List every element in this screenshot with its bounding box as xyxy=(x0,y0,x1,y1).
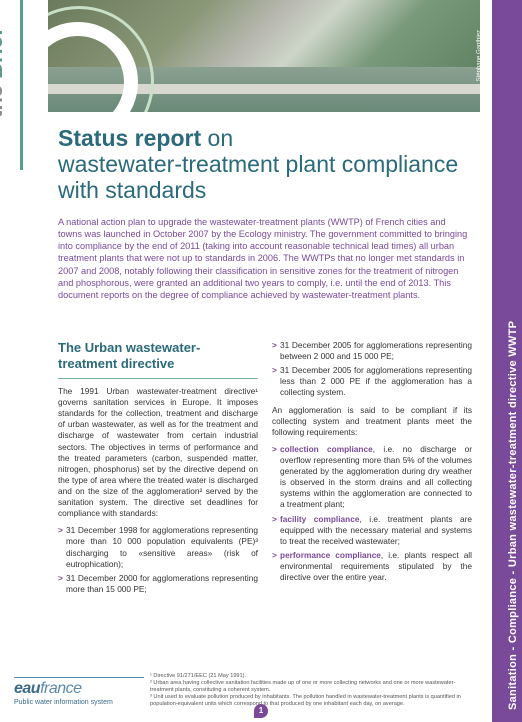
deadline-item: 31 December 1998 for agglomerations repr… xyxy=(58,525,258,569)
page-title: Status report on wastewater-treatment pl… xyxy=(58,126,474,203)
compliance-item: performance compliance, i.e. plants resp… xyxy=(272,550,472,583)
para-directive: The 1991 Urban wastewater-treatment dire… xyxy=(58,386,258,519)
para-compliance-intro: An agglomeration is said to be compliant… xyxy=(272,405,472,438)
body-column-left: The 1991 Urban wastewater-treatment dire… xyxy=(58,386,258,601)
compliance-keyword: facility compliance xyxy=(280,514,359,524)
logo-tagline: Public water information system xyxy=(14,699,144,706)
section-heading: The Urban wastewater-treatment directive xyxy=(58,340,258,371)
page-number: 1 xyxy=(254,704,268,718)
footnote: ³ Unit used to evaluate pollution produc… xyxy=(150,694,472,708)
title-light-1: on xyxy=(208,125,234,151)
spine-accent-bar xyxy=(20,0,23,170)
section-rule xyxy=(58,378,258,379)
deadline-item: 31 December 2000 for agglomerations repr… xyxy=(58,573,258,595)
footnote: ¹ Directive 91/271/EEC (21 May 1991). xyxy=(150,673,472,680)
compliance-item: collection compliance, i.e. no discharge… xyxy=(272,444,472,511)
logo-rule xyxy=(14,677,144,678)
hero-photo: Stéphane Ganthiez xyxy=(48,0,480,112)
series-prefix: the xyxy=(0,85,7,118)
series-title: the Brief xyxy=(0,18,8,118)
deadline-item: 31 December 2005 for agglomerations repr… xyxy=(272,340,472,362)
title-strong: Status report xyxy=(58,125,208,151)
series-word: Brief xyxy=(0,29,7,79)
compliance-keyword: collection compliance xyxy=(280,444,373,454)
publisher-logo: eaufrance Public water information syste… xyxy=(14,677,144,706)
body-column-right: 31 December 2005 for agglomerations repr… xyxy=(272,340,472,589)
footnote: ² Urban area having collective sanitatio… xyxy=(150,680,472,694)
logo-part1: eau xyxy=(14,680,40,697)
compliance-item: facility compliance, i.e. treatment plan… xyxy=(272,514,472,547)
right-topic-band: Sanitation - Compliance - Urban wastewat… xyxy=(492,0,522,722)
compliance-keyword: performance compliance xyxy=(280,550,381,560)
intro-paragraph: A national action plan to upgrade the wa… xyxy=(58,216,472,301)
logo-wordmark: eaufrance xyxy=(14,680,144,698)
right-band-text: Sanitation - Compliance - Urban wastewat… xyxy=(507,321,519,710)
left-spine: the Brief N°3 - October 2011 xyxy=(0,0,46,722)
footnotes: ¹ Directive 91/271/EEC (21 May 1991). ² … xyxy=(150,673,472,708)
photo-credit: Stéphane Ganthiez xyxy=(476,30,480,81)
logo-part2: france xyxy=(40,680,81,697)
deadline-item: 31 December 2005 for agglomerations repr… xyxy=(272,365,472,398)
title-light-2: wastewater-treatment plant compliance wi… xyxy=(58,151,458,203)
